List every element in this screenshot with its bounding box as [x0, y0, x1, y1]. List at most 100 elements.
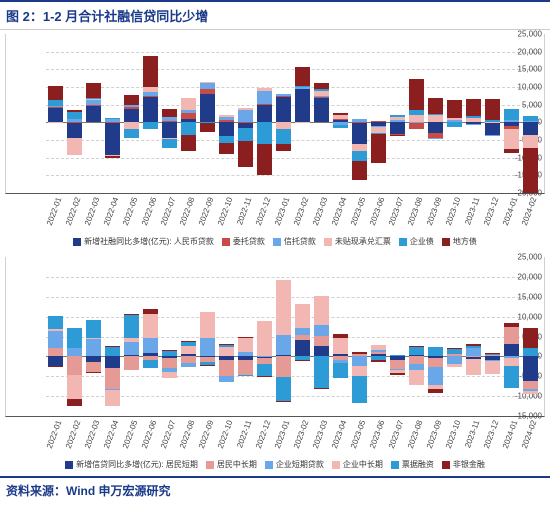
- bar-segment: [295, 340, 310, 356]
- bar-segment: [219, 344, 234, 347]
- legend-swatch: [442, 461, 450, 469]
- bar-segment: [276, 280, 291, 336]
- bar-column: [84, 257, 103, 416]
- chart-1-legend: 新增社融同比多增(亿元): 人民币贷款委托贷款信托贷款未贴现承兑汇票企业债地方债: [5, 234, 545, 253]
- bar-segment: [105, 122, 120, 123]
- bar-segment: [485, 122, 500, 134]
- legend-swatch: [65, 461, 73, 469]
- bar-segment: [105, 118, 120, 119]
- x-tick-label: 2023-03: [310, 419, 328, 450]
- bar-segment: [181, 113, 196, 119]
- legend-label: 居民中长期: [217, 459, 257, 470]
- bar-segment: [105, 356, 120, 368]
- bar-segment: [295, 86, 310, 87]
- bar-segment: [504, 323, 519, 327]
- chart-1-xaxis: 2022-012022-022022-032022-042022-052022-…: [5, 194, 545, 234]
- bar-column: [198, 34, 217, 193]
- bar-segment: [276, 97, 291, 123]
- x-tick-label: 2022-09: [196, 419, 214, 450]
- legend-item: 非银金融: [442, 459, 485, 470]
- bar-segment: [48, 122, 63, 123]
- bar-segment: [390, 122, 405, 134]
- bar-segment: [409, 123, 424, 129]
- bar-segment: [86, 99, 101, 100]
- bar-segment: [485, 99, 500, 120]
- bar-segment: [162, 121, 177, 122]
- bar-segment: [200, 312, 215, 338]
- bar-segment: [200, 365, 215, 366]
- bar-segment: [390, 373, 405, 375]
- bar-segment: [352, 122, 367, 123]
- legend-label: 非银金融: [453, 459, 485, 470]
- bar-segment: [523, 348, 538, 357]
- bar-segment: [428, 347, 443, 356]
- chart-2-legend: 新增信贷同比多增(亿元): 居民短期居民中长期企业短期贷款企业中长期票据融资非银…: [5, 457, 545, 476]
- bar-segment: [466, 348, 481, 355]
- bar-segment: [409, 115, 424, 122]
- bar-column: [274, 34, 293, 193]
- bar-segment: [48, 100, 63, 105]
- x-tick-label: 2023-05: [348, 196, 366, 227]
- bars-area: [46, 257, 540, 416]
- source-line: 资料来源：Wind 申万宏源研究: [0, 476, 550, 503]
- bar-segment: [390, 115, 405, 118]
- bar-segment: [447, 364, 462, 367]
- legend-label: 新增社融同比多增(亿元): 人民币贷款: [84, 236, 214, 247]
- bar-column: [103, 34, 122, 193]
- bar-segment: [485, 122, 500, 123]
- bar-segment: [200, 123, 215, 132]
- bar-segment: [86, 100, 101, 105]
- bar-segment: [314, 388, 329, 389]
- x-tick-label: 2023-03: [310, 196, 328, 227]
- bar-segment: [143, 92, 158, 96]
- bar-column: [274, 257, 293, 416]
- bar-column: [331, 257, 350, 416]
- bar-segment: [124, 314, 139, 315]
- x-tick-label: 2022-02: [63, 196, 81, 227]
- bar-column: [179, 257, 198, 416]
- legend-item: 地方债: [442, 236, 477, 247]
- bar-column: [388, 34, 407, 193]
- bar-segment: [219, 117, 234, 121]
- chart-2-xaxis: 2022-012022-022022-032022-042022-052022-…: [5, 417, 545, 457]
- x-tick-label: 2023-05: [348, 419, 366, 450]
- bar-segment: [238, 141, 253, 168]
- bar-segment: [48, 106, 63, 107]
- legend-label: 新增信贷同比多增(亿元): 居民短期: [76, 459, 198, 470]
- bar-segment: [390, 117, 405, 120]
- x-tick-label: 2022-12: [253, 196, 271, 227]
- x-tick-label: 2022-10: [215, 196, 233, 227]
- bar-segment: [466, 116, 481, 118]
- bar-segment: [428, 122, 443, 133]
- bar-segment: [200, 89, 215, 94]
- x-tick-label: 2022-02: [63, 419, 81, 450]
- bar-column: [483, 257, 502, 416]
- bar-segment: [219, 120, 234, 122]
- bar-segment: [314, 325, 329, 336]
- bar-segment: [124, 342, 139, 355]
- bar-segment: [143, 122, 158, 129]
- bar-segment: [409, 356, 424, 364]
- bar-segment: [124, 107, 139, 108]
- legend-item: 企业中长期: [332, 459, 383, 470]
- bar-segment: [181, 341, 196, 346]
- bar-segment: [48, 366, 63, 367]
- legend-swatch: [273, 238, 281, 246]
- bar-segment: [257, 88, 272, 91]
- bar-segment: [447, 356, 462, 363]
- bar-segment: [295, 87, 310, 90]
- bar-segment: [67, 356, 82, 374]
- bar-segment: [124, 95, 139, 105]
- bar-segment: [276, 96, 291, 97]
- bar-column: [84, 34, 103, 193]
- chart-1: -20,000-15,000-10,000-5,00005,00010,0001…: [5, 34, 545, 253]
- bar-segment: [523, 148, 538, 193]
- bar-segment: [409, 122, 424, 123]
- bar-column: [350, 257, 369, 416]
- bar-segment: [466, 359, 481, 375]
- bar-segment: [485, 355, 500, 357]
- bar-segment: [447, 120, 462, 122]
- bar-column: [141, 257, 160, 416]
- bar-segment: [390, 360, 405, 369]
- bar-segment: [105, 347, 120, 357]
